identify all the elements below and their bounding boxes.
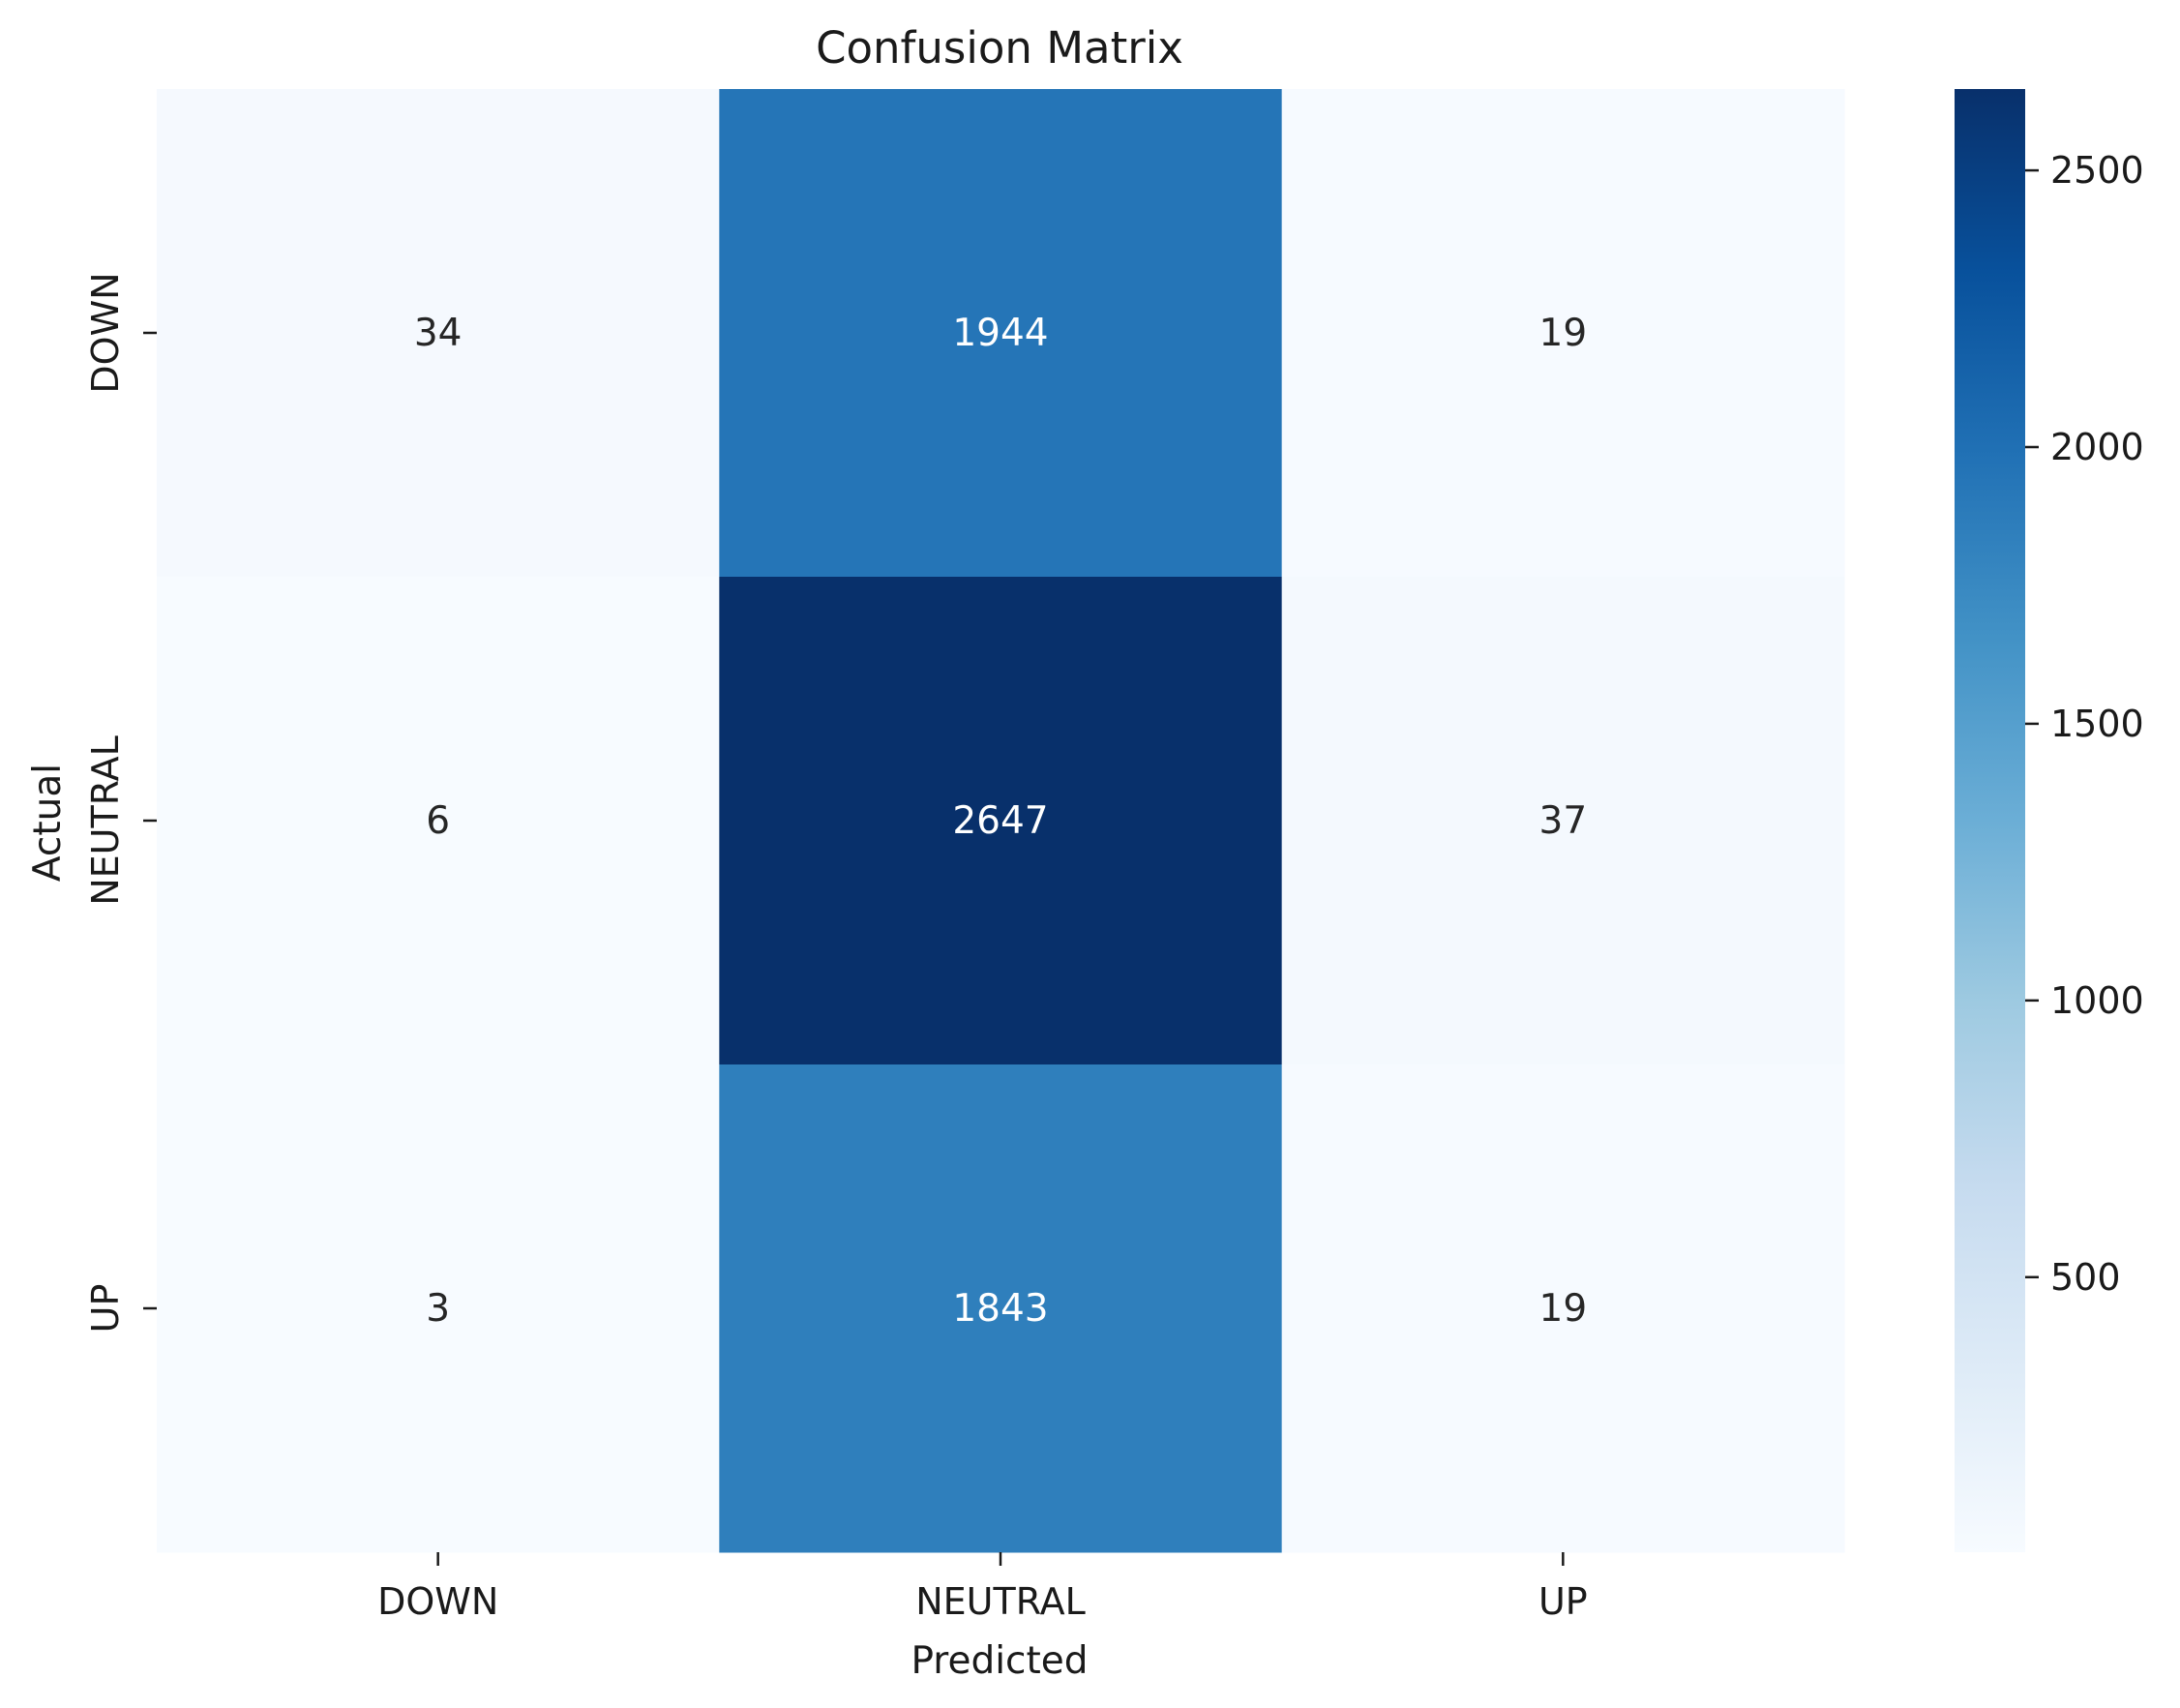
heatmap-cell [719, 1064, 1283, 1553]
heatmap-cell [1281, 89, 1845, 578]
colorbar-gradient [1955, 89, 2025, 1552]
x-axis-label: Predicted [911, 1639, 1088, 1683]
cell-value-label: 1944 [952, 312, 1048, 355]
x-tick-label: UP [1538, 1580, 1588, 1623]
cell-value-label: 37 [1539, 799, 1588, 843]
heatmap-cell [1281, 1064, 1845, 1553]
cell-value-label: 34 [414, 312, 463, 355]
heatmap-cell [157, 1064, 720, 1553]
heatmap-cells: 34 1944 19 6 2647 37 3 1843 19 [157, 89, 1845, 1553]
cell-value-label: 6 [426, 799, 450, 843]
heatmap-cell [1281, 577, 1845, 1065]
heatmap-cell [157, 89, 720, 578]
y-tick-label: UP [84, 1284, 127, 1333]
y-axis-label: Actual [26, 764, 70, 882]
colorbar-tick-label: 1000 [2050, 979, 2144, 1022]
chart-title: Confusion Matrix [816, 22, 1183, 74]
colorbar-tick-label: 500 [2050, 1256, 2121, 1299]
y-tick-label: DOWN [84, 272, 127, 393]
x-tick-label: DOWN [377, 1580, 498, 1623]
heatmap-cell [719, 89, 1283, 578]
y-axis: DOWN NEUTRAL UP [84, 272, 157, 1333]
colorbar-tick-label: 2500 [2050, 149, 2144, 192]
heatmap-cell [719, 577, 1283, 1065]
colorbar: 500 1000 1500 2000 2500 [1955, 89, 2144, 1552]
cell-value-label: 1843 [952, 1287, 1048, 1331]
heatmap-cell [157, 577, 720, 1065]
colorbar-tick-label: 2000 [2050, 426, 2144, 468]
x-tick-label: NEUTRAL [915, 1580, 1086, 1623]
x-axis: DOWN NEUTRAL UP [377, 1552, 1588, 1623]
cell-value-label: 19 [1539, 1287, 1588, 1331]
cell-value-label: 2647 [952, 799, 1048, 843]
cell-value-label: 3 [426, 1287, 450, 1331]
cell-value-label: 19 [1539, 312, 1588, 355]
colorbar-tick-label: 1500 [2050, 703, 2144, 745]
y-tick-label: NEUTRAL [84, 735, 127, 906]
